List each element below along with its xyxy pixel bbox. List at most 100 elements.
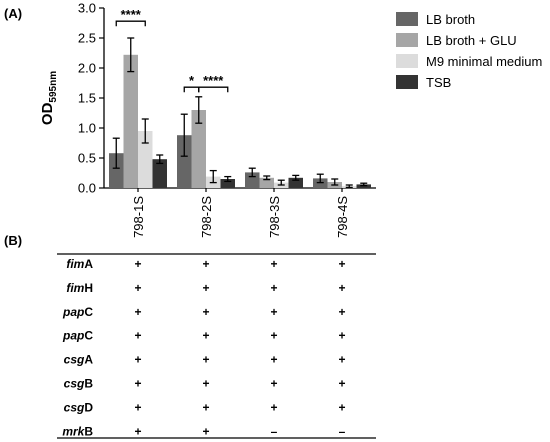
gene-name-suffix: A — [84, 257, 93, 271]
legend-swatch — [396, 75, 418, 89]
gene-name: csgA — [64, 353, 94, 367]
table-cell: – — [339, 424, 346, 438]
table-cell: + — [134, 257, 141, 271]
table-cell: + — [202, 424, 209, 438]
gene-name-suffix: C — [84, 329, 93, 343]
table-cell: + — [270, 281, 277, 295]
y-tick-label: 1.0 — [78, 121, 96, 136]
gene-name-suffix: C — [84, 305, 93, 319]
significance-bracket — [115, 20, 146, 27]
significance-brackets: ***** **** — [115, 7, 229, 93]
gene-name-prefix: mrk — [62, 424, 85, 438]
gene-name: csgD — [64, 400, 94, 414]
bar-chart: OD595nm 0.00.51.01.52.02.53.0 ***** **** … — [39, 1, 376, 238]
table-row: mrkB + + – – — [62, 424, 345, 438]
bar — [191, 110, 206, 188]
gene-name-prefix: csg — [64, 400, 85, 414]
table-cell: + — [270, 353, 277, 367]
legend-swatch — [396, 12, 418, 26]
gene-name-prefix: csg — [64, 353, 85, 367]
legend-label: TSB — [426, 75, 451, 90]
panel-b-label: (B) — [4, 233, 22, 248]
table-row: papC + + + + — [62, 329, 346, 343]
table-cell: + — [338, 353, 345, 367]
table-cell: + — [202, 353, 209, 367]
table-cell: + — [134, 424, 141, 438]
table-row: papC + + + + — [62, 305, 346, 319]
table-row: fimH + + + + — [66, 281, 345, 295]
x-tick-label: 798-1S — [131, 196, 146, 238]
bar — [288, 177, 303, 188]
gene-name-suffix: A — [84, 353, 93, 367]
table-cell: + — [202, 329, 209, 343]
x-tick-label: 798-4S — [335, 196, 350, 238]
x-tick-labels: 798-1S 798-2S 798-3S 798-4S — [131, 188, 350, 238]
gene-name: fimA — [66, 257, 93, 271]
gene-name: papC — [62, 329, 93, 343]
bar — [152, 159, 167, 188]
bar — [138, 131, 153, 188]
table-cell: + — [202, 377, 209, 391]
table-cell: + — [270, 329, 277, 343]
bar — [259, 177, 274, 188]
y-tick-label: 1.5 — [78, 91, 96, 106]
y-tick-label: 2.5 — [78, 31, 96, 46]
table-row: csgD + + + + — [64, 400, 346, 414]
table-cell: + — [202, 305, 209, 319]
gene-name-prefix: pap — [62, 305, 84, 319]
table-row: csgA + + + + — [64, 353, 346, 367]
gene-name: mrkB — [62, 424, 93, 438]
table-cell: + — [270, 305, 277, 319]
table-cell: + — [338, 329, 345, 343]
gene-name-suffix: B — [84, 424, 93, 438]
error-bars — [112, 37, 368, 189]
gene-table: fimA + + + +fimH + + + +papC + + + +papC + + + +csgA + + + +… — [57, 253, 376, 439]
y-ticks: 0.0 0.5 1.0 1.5 2.0 2.5 3.0 — [78, 1, 104, 196]
table-cell: + — [338, 257, 345, 271]
gene-name-prefix: fim — [66, 281, 84, 295]
gene-name-prefix: fim — [66, 257, 84, 271]
table-cell: + — [202, 257, 209, 271]
table-row: fimA + + + + — [66, 257, 345, 271]
table-cell: + — [338, 377, 345, 391]
bar — [123, 54, 138, 188]
y-tick-label: 0.5 — [78, 151, 96, 166]
gene-name: fimH — [66, 281, 93, 295]
legend-swatch — [396, 33, 418, 47]
table-cell: + — [338, 281, 345, 295]
table-cell: + — [202, 400, 209, 414]
y-axis-title-main: OD — [39, 102, 56, 125]
legend-label: LB broth — [426, 12, 475, 27]
table-cell: + — [134, 329, 141, 343]
table-cell: + — [134, 377, 141, 391]
table-cell: + — [338, 400, 345, 414]
bars — [109, 54, 371, 188]
significance-label: * — [189, 73, 195, 88]
gene-name-prefix: csg — [64, 377, 85, 391]
legend: LB broth LB broth + GLU M9 minimal medium T… — [396, 12, 542, 90]
significance-label: **** — [121, 7, 142, 22]
panel-a-label: (A) — [4, 6, 22, 21]
x-tick-label: 798-2S — [199, 196, 214, 238]
gene-name-prefix: pap — [62, 329, 84, 343]
gene-name-suffix: D — [84, 400, 93, 414]
table-rows: fimA + + + +fimH + + + +papC + + + +papC + + + +csgA + + + +… — [62, 257, 346, 438]
table-cell: – — [271, 424, 278, 438]
gene-name: csgB — [64, 377, 94, 391]
table-cell: + — [270, 257, 277, 271]
y-axis-title-subscript: 595nm — [48, 71, 59, 103]
table-cell: + — [270, 377, 277, 391]
legend-swatch — [396, 54, 418, 68]
y-axis-title: OD595nm — [39, 71, 59, 125]
bar — [177, 135, 192, 188]
gene-name-suffix: H — [84, 281, 93, 295]
table-cell: + — [202, 281, 209, 295]
gene-name: papC — [62, 305, 93, 319]
bar — [220, 179, 235, 188]
y-tick-label: 2.0 — [78, 61, 96, 76]
y-tick-label: 3.0 — [78, 1, 96, 16]
bar — [245, 172, 260, 188]
table-cell: + — [134, 400, 141, 414]
table-row: csgB + + + + — [64, 377, 346, 391]
